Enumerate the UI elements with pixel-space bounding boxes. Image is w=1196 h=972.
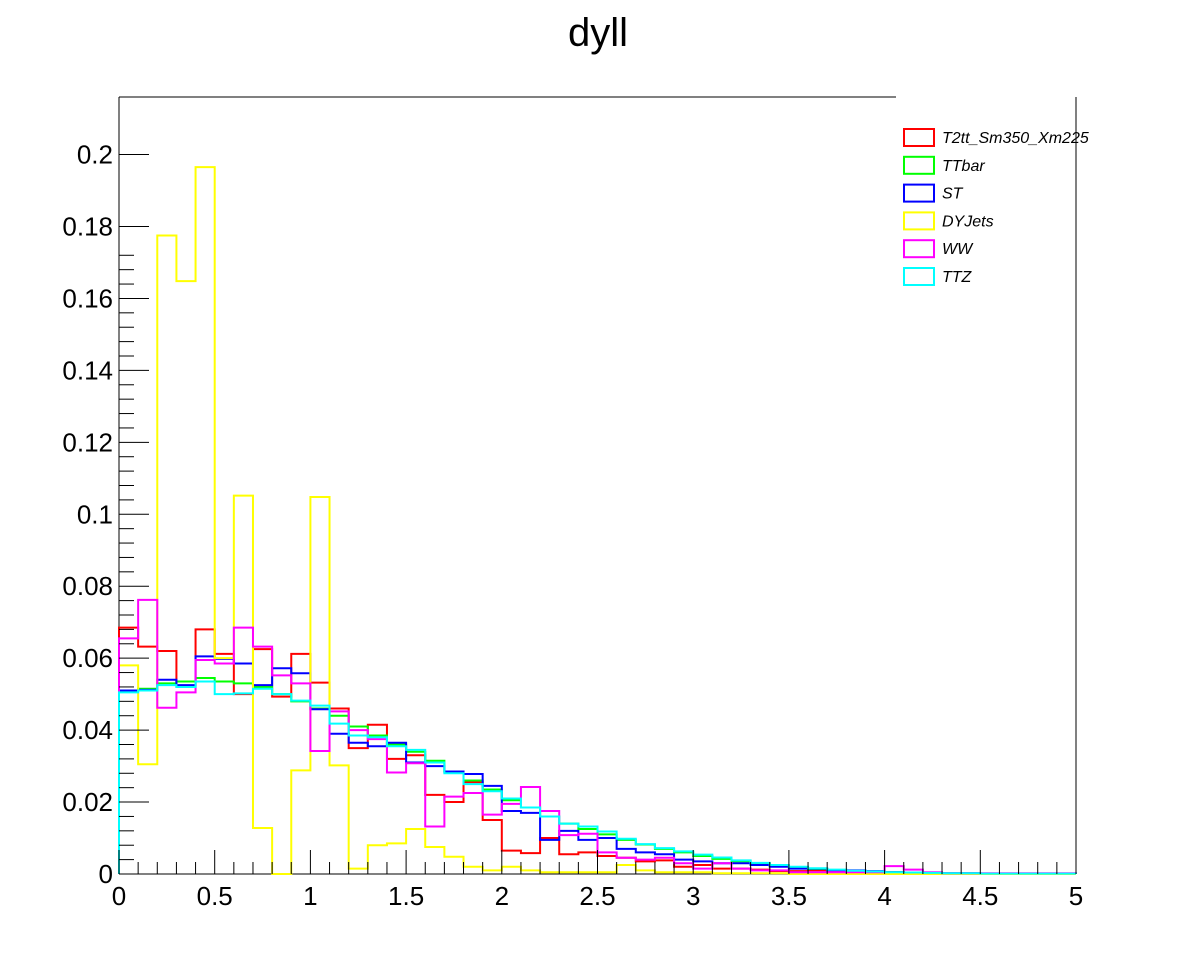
y-tick-label: 0.02 [62, 787, 113, 817]
legend-label-TTbar: TTbar [942, 158, 985, 175]
chart-title: dyll [568, 11, 628, 55]
x-tick-label: 4 [877, 881, 891, 911]
legend-label-T2tt_Sm350_Xm225: T2tt_Sm350_Xm225 [942, 130, 1089, 147]
y-tick-label: 0.04 [62, 715, 113, 745]
legend-label-TTZ: TTZ [942, 269, 973, 286]
legend-swatch-T2tt_Sm350_Xm225 [903, 128, 935, 147]
series-layer [118, 166, 1077, 875]
series-line-WW [118, 598, 1077, 875]
legend-swatch-DYJets [903, 211, 935, 231]
series-line-DYJets [118, 166, 1076, 875]
axes-layer: 0 0.5 1 1.5 2 2.5 3 3.5 4 4.5 5 0 0.02 0.04 0.06 0.08 0.… [62, 140, 1083, 911]
x-tick-label: 5 [1069, 881, 1083, 911]
y-tick-label: 0 [99, 859, 113, 889]
x-tick-label: 4.5 [962, 881, 998, 911]
x-tick-label: 2 [495, 881, 509, 911]
legend-swatch-ST [903, 183, 935, 203]
y-tick-label: 0.06 [62, 643, 113, 673]
y-tick-label: 0.16 [62, 283, 113, 313]
x-tick-label: 2.5 [579, 881, 615, 911]
y-tick-label: 0.18 [62, 212, 113, 242]
legend-label-ST: ST [942, 186, 964, 203]
legend-swatch-TTZ [903, 267, 935, 286]
y-tick-label: 0.2 [77, 140, 113, 170]
x-tick-label: 1 [303, 881, 317, 911]
x-tick-label: 3 [686, 881, 700, 911]
x-tick-label: 1.5 [388, 881, 424, 911]
x-tick-label: 0 [112, 881, 126, 911]
y-tick-label: 0.1 [77, 499, 113, 529]
y-tick-label: 0.12 [62, 427, 113, 457]
y-tick-label: 0.08 [62, 571, 113, 601]
plot-frame [118, 96, 1077, 875]
y-tick-label: 0.14 [62, 355, 113, 385]
legend-swatch-WW [903, 239, 935, 259]
legend-swatch-TTbar [903, 155, 935, 175]
legend-label-WW: WW [942, 241, 974, 258]
x-tick-label: 3.5 [771, 881, 807, 911]
x-tick-label: 0.5 [197, 881, 233, 911]
legend: T2tt_Sm350_Xm225 TTbar ST DYJets WW TTZ [903, 128, 1089, 286]
legend-label-DYJets: DYJets [942, 213, 994, 230]
